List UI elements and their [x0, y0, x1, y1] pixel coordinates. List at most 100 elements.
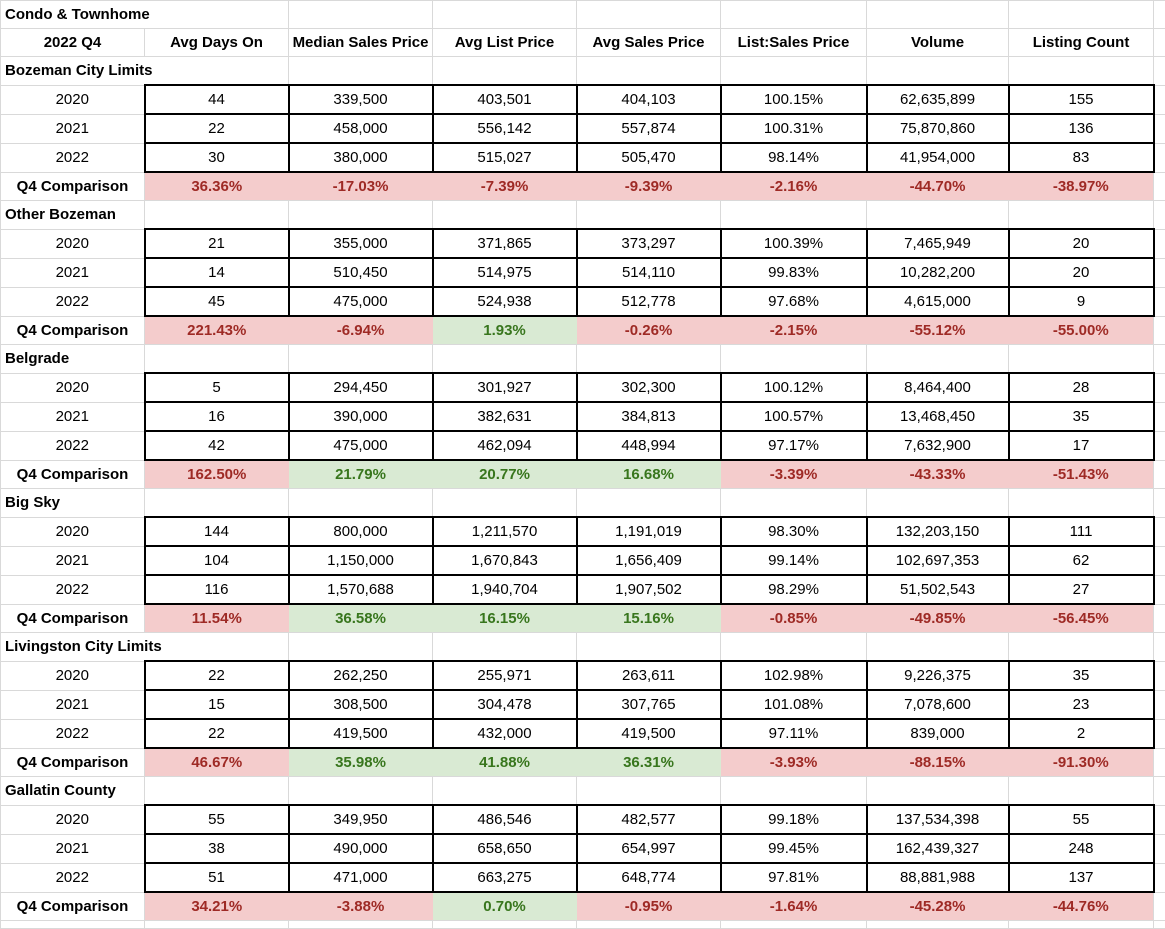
data-cell[interactable]: 302,300 — [577, 373, 721, 402]
year-cell[interactable]: 2020 — [1, 517, 145, 546]
data-cell[interactable]: 97.17% — [721, 431, 867, 460]
data-cell[interactable]: 137 — [1009, 863, 1154, 892]
comparison-cell[interactable]: -0.85% — [721, 604, 867, 633]
data-cell[interactable]: 155 — [1009, 85, 1154, 114]
data-cell[interactable]: 663,275 — [433, 863, 577, 892]
data-cell[interactable]: 658,650 — [433, 834, 577, 863]
comparison-cell[interactable]: 41.88% — [433, 748, 577, 777]
data-cell[interactable]: 404,103 — [577, 85, 721, 114]
comparison-cell[interactable]: -7.39% — [433, 172, 577, 201]
comparison-cell[interactable]: 46.67% — [145, 748, 289, 777]
comparison-cell[interactable]: -51.43% — [1009, 460, 1154, 489]
data-cell[interactable]: 97.81% — [721, 863, 867, 892]
year-cell[interactable]: 2022 — [1, 431, 145, 460]
data-cell[interactable]: 458,000 — [289, 114, 433, 143]
data-cell[interactable]: 419,500 — [577, 719, 721, 748]
comparison-cell[interactable]: 36.36% — [145, 172, 289, 201]
year-cell[interactable]: 2022 — [1, 575, 145, 604]
data-cell[interactable]: 100.57% — [721, 402, 867, 431]
data-cell[interactable]: 15 — [145, 690, 289, 719]
data-cell[interactable]: 390,000 — [289, 402, 433, 431]
data-cell[interactable]: 648,774 — [577, 863, 721, 892]
data-cell[interactable]: 100.15% — [721, 85, 867, 114]
comparison-cell[interactable]: -3.39% — [721, 460, 867, 489]
data-cell[interactable]: 16 — [145, 402, 289, 431]
region-header[interactable]: Livingston City Limits — [1, 633, 289, 662]
year-cell[interactable]: 2022 — [1, 143, 145, 172]
data-cell[interactable]: 55 — [1009, 805, 1154, 834]
comparison-cell[interactable]: -55.12% — [867, 316, 1009, 345]
comparison-cell[interactable]: 20.77% — [433, 460, 577, 489]
data-cell[interactable]: 22 — [145, 719, 289, 748]
data-cell[interactable]: 55 — [145, 805, 289, 834]
data-cell[interactable]: 42 — [145, 431, 289, 460]
data-cell[interactable]: 419,500 — [289, 719, 433, 748]
data-cell[interactable]: 1,940,704 — [433, 575, 577, 604]
data-cell[interactable]: 41,954,000 — [867, 143, 1009, 172]
data-cell[interactable]: 35 — [1009, 402, 1154, 431]
data-cell[interactable]: 1,211,570 — [433, 517, 577, 546]
comparison-cell[interactable]: 21.79% — [289, 460, 433, 489]
region-header[interactable]: Other Bozeman — [1, 201, 145, 230]
data-cell[interactable]: 20 — [1009, 229, 1154, 258]
comparison-cell[interactable]: 0.70% — [433, 892, 577, 921]
comparison-cell[interactable]: -0.95% — [577, 892, 721, 921]
comparison-label[interactable]: Q4 Comparison — [1, 892, 145, 921]
data-cell[interactable]: 137,534,398 — [867, 805, 1009, 834]
year-cell[interactable]: 2021 — [1, 834, 145, 863]
data-cell[interactable]: 308,500 — [289, 690, 433, 719]
data-cell[interactable]: 475,000 — [289, 431, 433, 460]
data-cell[interactable]: 262,250 — [289, 661, 433, 690]
data-cell[interactable]: 88,881,988 — [867, 863, 1009, 892]
column-header-list-sales-price[interactable]: List:Sales Price — [721, 29, 867, 57]
data-cell[interactable]: 355,000 — [289, 229, 433, 258]
data-cell[interactable]: 304,478 — [433, 690, 577, 719]
data-cell[interactable]: 515,027 — [433, 143, 577, 172]
year-cell[interactable]: 2020 — [1, 661, 145, 690]
year-cell[interactable]: 2021 — [1, 546, 145, 575]
data-cell[interactable]: 35 — [1009, 661, 1154, 690]
year-cell[interactable]: 2020 — [1, 229, 145, 258]
year-cell[interactable]: 2021 — [1, 402, 145, 431]
data-cell[interactable]: 17 — [1009, 431, 1154, 460]
data-cell[interactable]: 4,615,000 — [867, 287, 1009, 316]
data-cell[interactable]: 2 — [1009, 719, 1154, 748]
data-cell[interactable]: 486,546 — [433, 805, 577, 834]
comparison-label[interactable]: Q4 Comparison — [1, 748, 145, 777]
comparison-cell[interactable]: 221.43% — [145, 316, 289, 345]
comparison-cell[interactable]: 15.16% — [577, 604, 721, 633]
data-cell[interactable]: 1,191,019 — [577, 517, 721, 546]
data-cell[interactable]: 83 — [1009, 143, 1154, 172]
comparison-cell[interactable]: -44.76% — [1009, 892, 1154, 921]
comparison-cell[interactable]: -9.39% — [577, 172, 721, 201]
comparison-cell[interactable]: 16.68% — [577, 460, 721, 489]
data-cell[interactable]: 294,450 — [289, 373, 433, 402]
data-cell[interactable]: 301,927 — [433, 373, 577, 402]
year-cell[interactable]: 2022 — [1, 863, 145, 892]
data-cell[interactable]: 100.31% — [721, 114, 867, 143]
data-cell[interactable]: 556,142 — [433, 114, 577, 143]
data-cell[interactable]: 104 — [145, 546, 289, 575]
data-cell[interactable]: 14 — [145, 258, 289, 287]
comparison-cell[interactable]: -45.28% — [867, 892, 1009, 921]
data-cell[interactable]: 99.45% — [721, 834, 867, 863]
comparison-cell[interactable]: -38.97% — [1009, 172, 1154, 201]
comparison-cell[interactable]: 36.31% — [577, 748, 721, 777]
data-cell[interactable]: 111 — [1009, 517, 1154, 546]
comparison-cell[interactable]: -2.16% — [721, 172, 867, 201]
data-cell[interactable]: 21 — [145, 229, 289, 258]
comparison-cell[interactable]: -44.70% — [867, 172, 1009, 201]
data-cell[interactable]: 512,778 — [577, 287, 721, 316]
comparison-label[interactable]: Q4 Comparison — [1, 172, 145, 201]
data-cell[interactable]: 116 — [145, 575, 289, 604]
year-cell[interactable]: 2022 — [1, 719, 145, 748]
comparison-label[interactable]: Q4 Comparison — [1, 316, 145, 345]
data-cell[interactable]: 384,813 — [577, 402, 721, 431]
comparison-cell[interactable]: 16.15% — [433, 604, 577, 633]
comparison-cell[interactable]: 1.93% — [433, 316, 577, 345]
data-cell[interactable]: 524,938 — [433, 287, 577, 316]
data-cell[interactable]: 1,150,000 — [289, 546, 433, 575]
comparison-cell[interactable]: -55.00% — [1009, 316, 1154, 345]
data-cell[interactable]: 5 — [145, 373, 289, 402]
data-cell[interactable]: 490,000 — [289, 834, 433, 863]
